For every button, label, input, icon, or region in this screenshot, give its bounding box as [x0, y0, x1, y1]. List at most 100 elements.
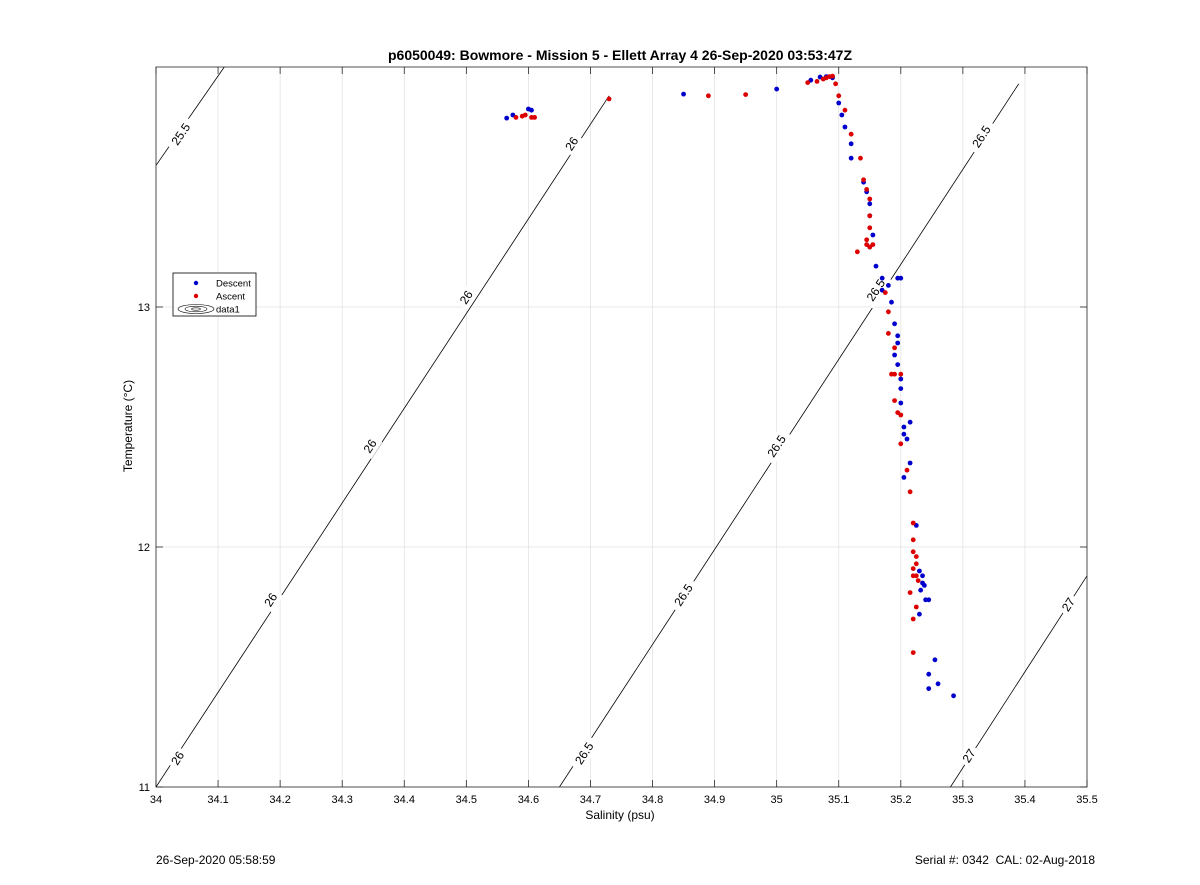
point-ascent	[885, 331, 891, 336]
point-ascent	[907, 590, 913, 595]
point-descent	[898, 376, 904, 382]
chart-title: p6050049: Bowmore - Mission 5 - Ellett A…	[388, 47, 852, 63]
y-tick-label: 12	[138, 542, 150, 554]
x-tick-label: 34.7	[580, 794, 601, 806]
x-tick-label: 35	[771, 794, 783, 806]
point-descent	[681, 91, 686, 97]
point-ascent	[743, 92, 749, 97]
x-tick-label: 35.1	[828, 794, 849, 806]
contour-label-bg	[258, 587, 283, 613]
point-descent	[892, 321, 897, 327]
point-descent	[917, 568, 922, 574]
legend-marker-ascent	[193, 293, 199, 299]
x-tick-label: 34.3	[331, 794, 352, 806]
axes-frame	[155, 66, 1088, 788]
point-ascent	[904, 467, 910, 473]
point-descent	[932, 657, 938, 663]
point-descent	[898, 386, 904, 391]
point-ascent	[910, 566, 916, 571]
point-ascent	[867, 213, 873, 219]
point-descent	[529, 107, 534, 113]
point-descent	[926, 671, 932, 677]
point-ascent	[867, 225, 873, 231]
point-ascent	[910, 616, 916, 622]
contour-label-bg	[859, 271, 892, 309]
contour-icon	[177, 304, 215, 314]
point-ascent	[870, 242, 876, 248]
point-ascent	[910, 537, 916, 543]
y-tick-label: 11	[139, 782, 150, 794]
point-ascent	[907, 489, 913, 495]
point-ascent	[915, 578, 921, 583]
data-points	[504, 73, 956, 699]
legend-label-data1: data1	[216, 305, 240, 316]
point-descent	[848, 141, 854, 147]
point-descent	[867, 201, 873, 207]
point-ascent	[836, 93, 842, 99]
isopycnal-line	[156, 67, 225, 166]
x-tick-label: 35.2	[890, 794, 911, 806]
point-descent	[935, 681, 941, 687]
point-ascent	[864, 237, 870, 243]
point-descent	[889, 299, 894, 305]
point-ascent	[830, 73, 835, 79]
x-axis-label: Salinity (psu)	[585, 808, 654, 822]
legend: Descent Ascent data1	[172, 272, 257, 317]
point-ascent	[529, 115, 534, 120]
contour-label-bg	[357, 433, 383, 459]
point-descent	[839, 112, 845, 118]
point-ascent	[898, 441, 904, 447]
point-ascent	[892, 371, 897, 377]
point-ascent	[885, 309, 891, 315]
y-tick-label: 13	[138, 302, 150, 314]
x-tick-label: 34	[150, 794, 162, 806]
point-descent	[907, 460, 913, 466]
print-timestamp: 26-Sep-2020 05:58:59	[156, 853, 276, 867]
point-descent	[842, 124, 848, 130]
contour-label-bg	[667, 576, 700, 614]
point-ascent	[892, 345, 897, 351]
point-descent	[926, 597, 932, 603]
isopycnal-line	[156, 95, 610, 787]
point-descent	[917, 611, 922, 617]
x-tick-label: 34.4	[394, 794, 415, 806]
point-descent	[873, 263, 879, 269]
x-tick-label: 35.3	[952, 794, 973, 806]
point-descent	[870, 232, 876, 238]
contour-label-bg	[568, 734, 601, 773]
contour-label-bg	[454, 284, 479, 311]
point-descent	[774, 86, 780, 92]
point-ascent	[910, 549, 916, 555]
point-ascent	[864, 242, 870, 248]
legend-marker-descent	[193, 280, 199, 286]
point-descent	[895, 340, 901, 346]
point-descent	[901, 424, 907, 430]
x-tick-label: 34.1	[207, 794, 228, 806]
point-descent	[918, 587, 924, 593]
contour-label-bg	[164, 115, 198, 153]
x-tick-label: 34.2	[269, 794, 290, 806]
point-ascent	[861, 177, 866, 183]
contour-label-bg	[1056, 591, 1081, 618]
point-descent	[895, 333, 901, 339]
point-ascent	[833, 81, 839, 87]
point-descent	[901, 431, 907, 437]
point-ascent	[867, 196, 873, 202]
x-tick-label: 34.9	[704, 794, 725, 806]
point-ascent	[910, 573, 916, 579]
point-ascent	[882, 290, 888, 295]
x-tick-label: 34.8	[642, 794, 663, 806]
point-descent	[898, 400, 904, 406]
point-ascent	[913, 604, 919, 610]
point-descent	[885, 283, 891, 288]
point-ascent	[913, 554, 919, 559]
point-ascent	[898, 412, 904, 418]
contour-label-bg	[165, 745, 190, 771]
point-ascent	[858, 155, 863, 161]
contour-label-bg	[956, 743, 982, 769]
point-ascent	[522, 112, 528, 118]
point-descent	[848, 155, 854, 161]
point-ascent	[913, 561, 919, 567]
serial-calibration: Serial #: 0342 CAL: 02-Aug-2018	[914, 853, 1095, 867]
